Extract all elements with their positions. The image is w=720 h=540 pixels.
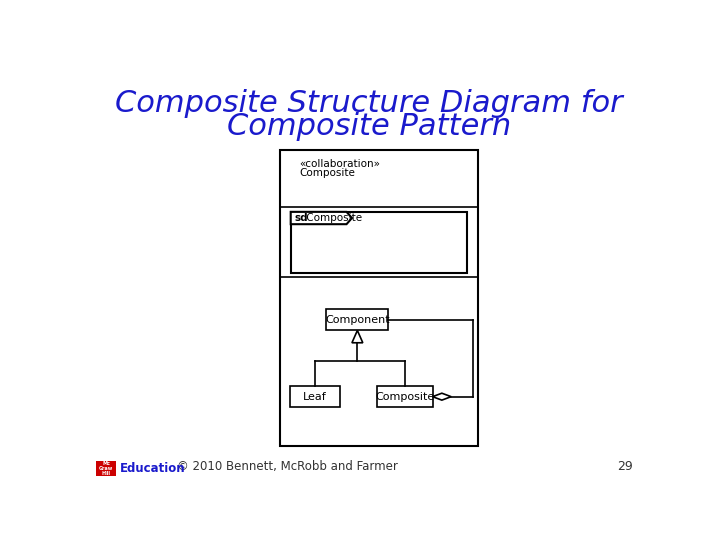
Text: 29: 29 <box>617 460 633 473</box>
Text: Leaf: Leaf <box>303 392 327 402</box>
Text: © 2010 Bennett, McRobb and Farmer: © 2010 Bennett, McRobb and Farmer <box>177 460 398 473</box>
Bar <box>377 386 433 408</box>
Bar <box>290 386 341 408</box>
Text: Composite: Composite <box>300 168 355 178</box>
Text: Mc
Graw
Hill: Mc Graw Hill <box>99 461 114 476</box>
Text: Composite: Composite <box>303 213 362 223</box>
Text: sd: sd <box>294 213 308 223</box>
Text: Composite Structure Diagram for: Composite Structure Diagram for <box>115 89 623 118</box>
Polygon shape <box>291 212 352 224</box>
FancyBboxPatch shape <box>96 461 117 476</box>
Text: Component: Component <box>325 315 390 325</box>
Polygon shape <box>433 393 451 400</box>
Polygon shape <box>352 330 363 343</box>
Text: Composite Pattern: Composite Pattern <box>227 112 511 141</box>
Bar <box>326 309 388 330</box>
Bar <box>280 150 477 446</box>
Text: Education: Education <box>120 462 185 475</box>
Bar <box>291 212 467 273</box>
Text: Composite: Composite <box>375 392 434 402</box>
Text: «collaboration»: «collaboration» <box>300 159 380 168</box>
